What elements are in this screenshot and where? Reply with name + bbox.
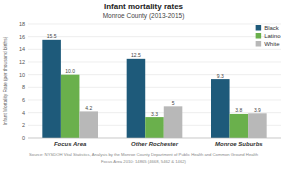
y-tick-label: 6 xyxy=(22,97,25,103)
x-tick-label: Other Rochester xyxy=(131,141,179,147)
legend-swatch xyxy=(256,41,262,47)
x-tick-label: Focus Area xyxy=(54,141,87,147)
legend-label: White xyxy=(264,41,280,47)
y-tick-label: 12 xyxy=(19,59,25,65)
data-label: 3.8 xyxy=(235,107,242,113)
bar xyxy=(79,111,98,138)
x-tick-label: Monroe Suburbs xyxy=(215,141,263,147)
subtitle: Monroe County (2013-2015) xyxy=(103,12,185,20)
legend-label: Latino xyxy=(264,33,281,39)
y-tick-label: 8 xyxy=(22,84,25,90)
legend-label: Black xyxy=(264,25,280,31)
data-label: 5 xyxy=(172,100,175,106)
data-label: 4.2 xyxy=(85,105,92,111)
y-tick-label: 14 xyxy=(19,46,25,52)
y-tick-label: 10 xyxy=(19,72,25,78)
data-label: 3.9 xyxy=(254,107,261,113)
data-label: 12.5 xyxy=(131,52,141,58)
y-tick-label: 2 xyxy=(22,122,25,128)
x-axis-line xyxy=(28,138,281,139)
bar xyxy=(164,106,183,138)
grid-line xyxy=(28,36,281,37)
legend-swatch xyxy=(256,33,262,39)
bar xyxy=(211,79,230,138)
bar xyxy=(230,114,249,138)
bar xyxy=(61,75,80,138)
grid-line xyxy=(28,62,281,63)
y-tick-label: 4 xyxy=(22,110,25,116)
data-labels: 15.5 12.5 9.3 10.0 3.3 3.8 4.2 5 3.9 xyxy=(47,33,261,116)
legend-swatch xyxy=(256,25,262,31)
data-label: 15.5 xyxy=(47,33,57,39)
bar xyxy=(248,113,267,138)
chart: Infant mortality ratesMonroe County (201… xyxy=(0,0,287,175)
y-tick-label: 16 xyxy=(19,34,25,40)
data-label: 10.0 xyxy=(65,68,75,74)
y-tick-label: 0 xyxy=(22,135,25,141)
annotation: Source: NYSDOH Vital Statistics, Analysi… xyxy=(29,152,259,157)
data-label: 9.3 xyxy=(217,73,224,79)
grid-line xyxy=(28,49,281,50)
y-tick-label: 18 xyxy=(19,21,25,27)
title: Infant mortality rates xyxy=(104,2,184,11)
data-label: 3.3 xyxy=(151,111,158,117)
bar xyxy=(42,40,61,138)
bar xyxy=(145,117,164,138)
bars xyxy=(42,40,266,138)
bar xyxy=(127,59,146,138)
annotation: Focus Area 2010: 14865 (4668, 5462 & 146… xyxy=(101,159,187,164)
grid-line xyxy=(28,24,281,25)
y-axis: 0 2 4 6 8 10 12 14 16 18 xyxy=(19,21,281,141)
legend: Black Latino White xyxy=(256,25,282,47)
y-axis-label: Infant Mortality Rate (per thousand birt… xyxy=(3,36,8,125)
